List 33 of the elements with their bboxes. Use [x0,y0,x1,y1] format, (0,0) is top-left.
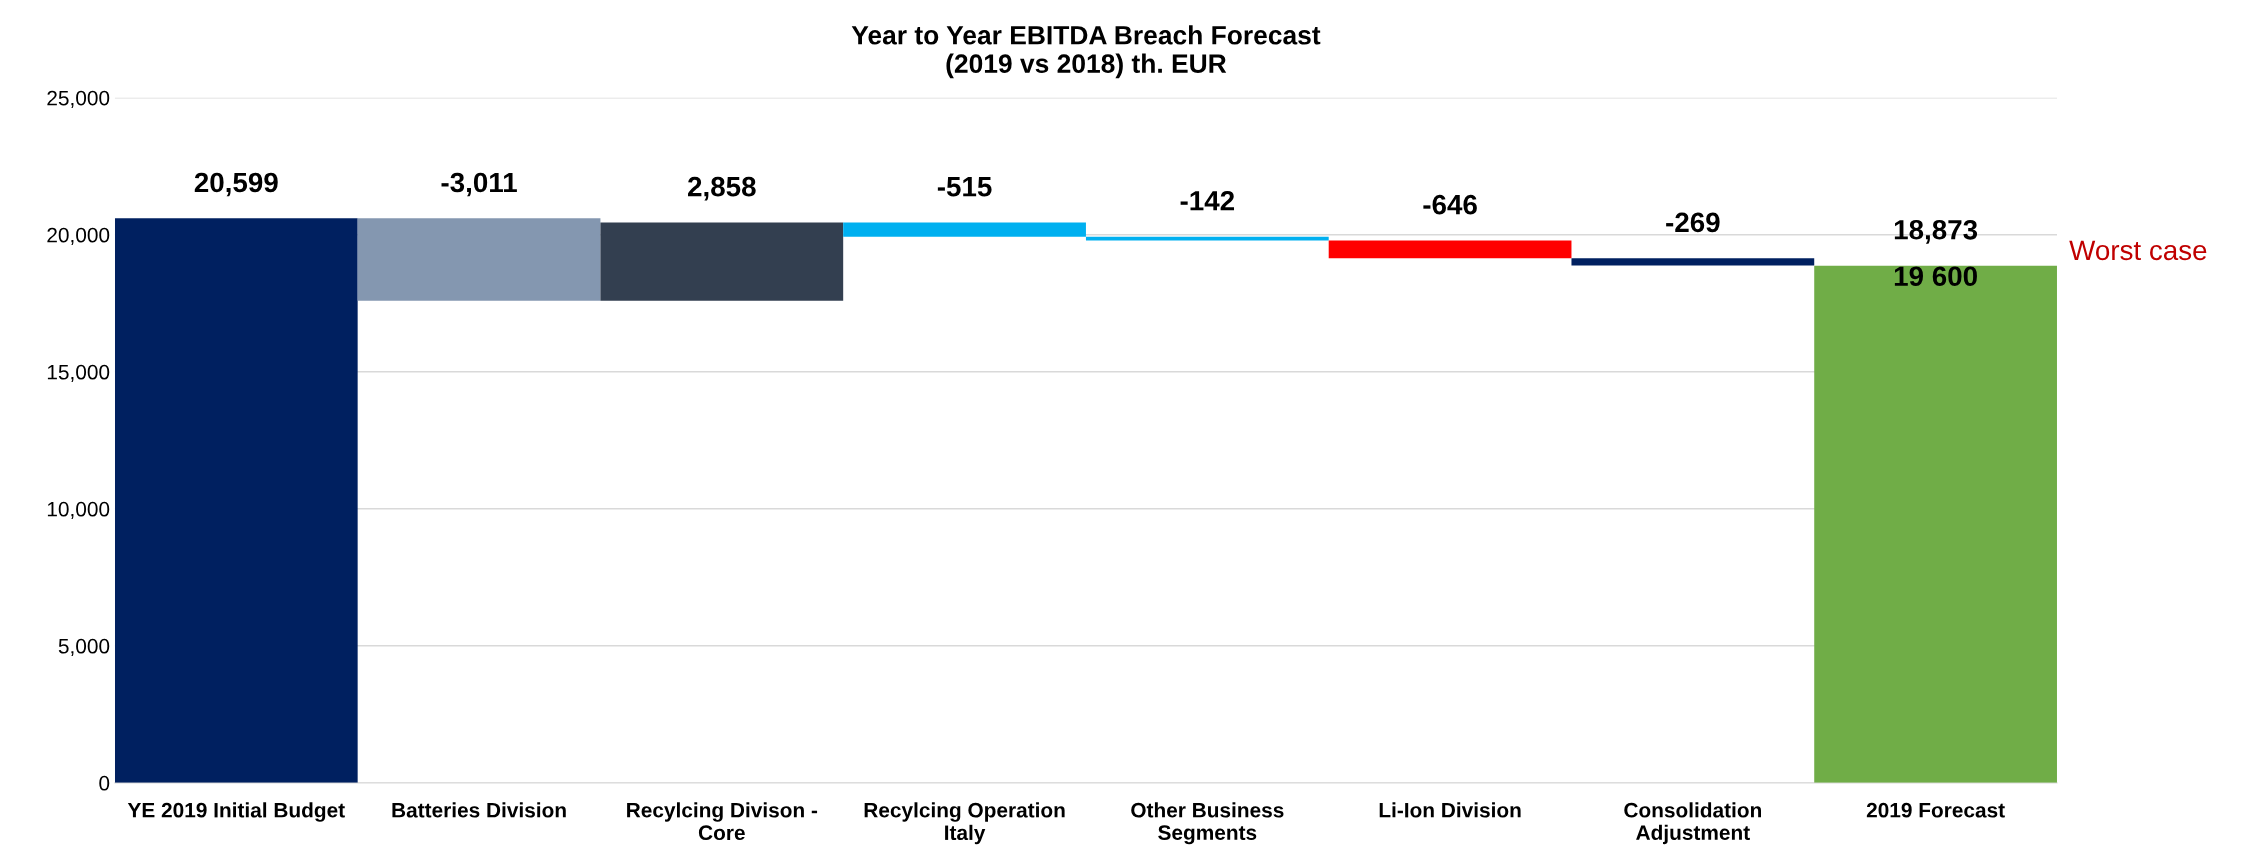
x-tick-label: Consolidation Adjustment [1624,802,1761,845]
data-label: 20,599 [194,172,278,197]
bar [1814,265,2057,783]
x-tick-label: YE 2019 Initial Budget [127,802,345,822]
data-label: 18,873 [1894,219,1978,244]
y-tick-label: 25,000 [47,90,110,108]
data-label: -515 [937,177,992,197]
bar [1328,240,1572,259]
x-tick-label: 2019 Forecast [1866,802,2005,818]
y-tick-label: 15,000 [47,364,110,382]
bar [1085,236,1329,241]
x-tick-label: Batteries Division [392,802,566,818]
bar [843,222,1086,237]
annotation: 19 600 [1894,266,1977,287]
x-tick-label: Other Business Segments [1131,802,1284,845]
bar [357,218,601,301]
x-tick-label: Li-Ion Division [1379,802,1521,818]
bar [1571,258,1815,266]
data-label: -269 [1666,212,1720,233]
data-label: -646 [1423,194,1477,215]
bar [600,222,844,301]
y-tick-label: 5,000 [58,638,110,657]
bar [114,218,358,783]
text: Worst case [2069,240,2207,261]
data-label: -142 [1180,190,1235,211]
x-tick-label: Recylcing Operation Italy [864,802,1065,845]
x-tick-label: Recylcing Divison - Core [627,802,818,841]
y-tick-label: 10,000 [47,501,110,520]
y-tick-label: 20,000 [47,227,110,245]
chart-title: Year to Year EBITDA Breach Forecast (2019 vs 2018) th. EUR [851,25,1321,79]
data-label: -3,011 [441,172,517,197]
data-label: 2,858 [688,176,756,201]
y-tick-label: 0 [99,775,110,791]
